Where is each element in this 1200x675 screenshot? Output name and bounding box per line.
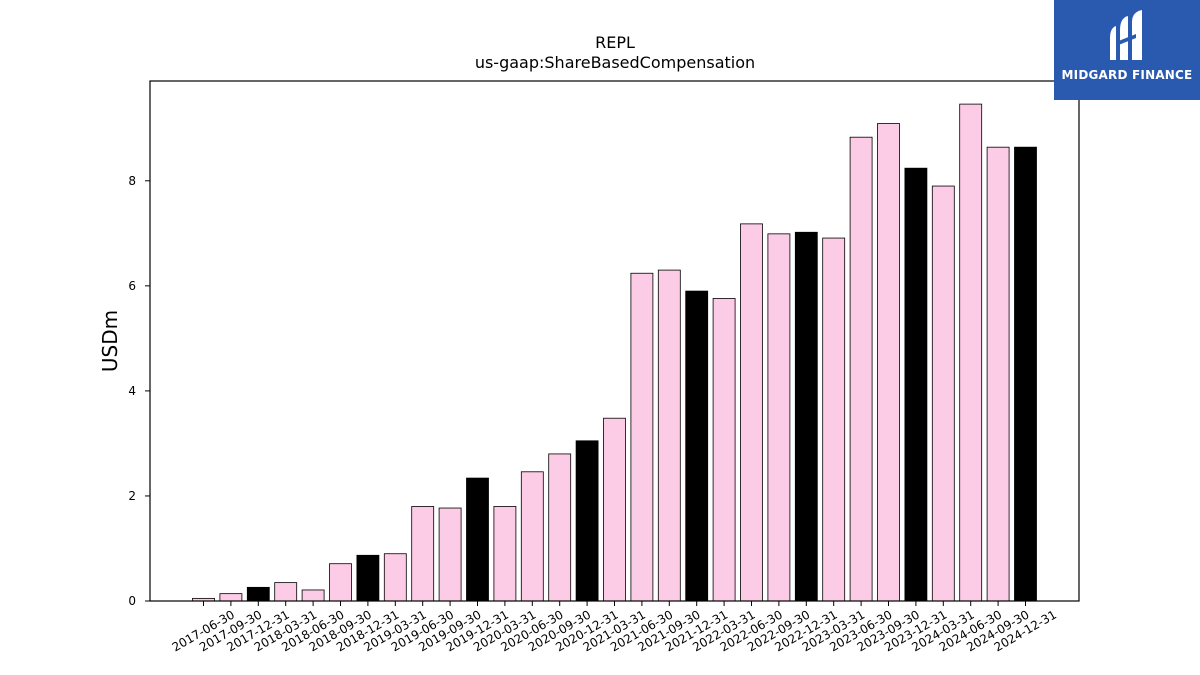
bar-2023-03-31 bbox=[822, 237, 846, 602]
bar-2021-06-30 bbox=[630, 272, 654, 602]
y-tick-label: 6 bbox=[128, 279, 136, 293]
bar-2023-12-31 bbox=[904, 167, 928, 602]
bar-2022-03-31 bbox=[712, 298, 736, 602]
bar-2018-09-30 bbox=[329, 563, 352, 602]
y-tick-label: 4 bbox=[128, 384, 136, 398]
bar-2020-06-30 bbox=[520, 471, 544, 602]
bar-2019-12-31 bbox=[466, 477, 489, 602]
y-tick-label: 2 bbox=[128, 489, 136, 503]
bar-2018-12-31 bbox=[356, 554, 380, 602]
bar-2024-06-30 bbox=[959, 103, 983, 602]
x-axis-ticks: 2017-06-302017-09-302017-12-312018-03-31… bbox=[170, 601, 1059, 654]
logo-text: MIDGARD FINANCE bbox=[1061, 68, 1193, 82]
bar-2022-06-30 bbox=[740, 223, 763, 602]
bar-2019-09-30 bbox=[438, 507, 462, 602]
y-axis-label: USDm bbox=[98, 310, 122, 372]
bar-2019-03-31 bbox=[383, 553, 407, 602]
bar-2018-03-31 bbox=[274, 582, 298, 602]
bar-2020-03-31 bbox=[493, 506, 517, 602]
chart-title: REPL bbox=[595, 33, 635, 52]
bar-2020-09-30 bbox=[548, 453, 572, 602]
bar-2022-12-31 bbox=[794, 231, 818, 602]
bar-2021-09-30 bbox=[657, 269, 681, 602]
y-axis-ticks: 0 2 4 6 8 bbox=[128, 174, 150, 608]
midgard-finance-logo: MIDGARD FINANCE bbox=[1054, 0, 1200, 100]
bar-2023-06-30 bbox=[849, 136, 873, 602]
bar-2022-09-30 bbox=[767, 233, 791, 602]
chart-subtitle: us-gaap:ShareBasedCompensation bbox=[475, 53, 755, 72]
midgard-logo-icon bbox=[1110, 10, 1142, 60]
bar-2019-06-30 bbox=[411, 506, 435, 602]
bar-2020-12-31 bbox=[575, 440, 599, 602]
bar-2017-12-31 bbox=[246, 586, 270, 602]
bar-2024-09-30 bbox=[986, 146, 1010, 602]
bar-2023-09-30 bbox=[877, 123, 900, 602]
bar-2017-09-30 bbox=[219, 593, 243, 602]
bar-2024-12-31 bbox=[1014, 146, 1037, 602]
bar-2021-12-31 bbox=[685, 290, 709, 602]
y-tick-label: 8 bbox=[128, 174, 136, 188]
bar-2018-06-30 bbox=[301, 589, 325, 602]
bar-2024-03-31 bbox=[931, 185, 955, 602]
y-tick-label: 0 bbox=[128, 594, 136, 608]
bars-group bbox=[192, 103, 1037, 602]
plot-frame bbox=[149, 80, 1080, 602]
bar-2021-03-31 bbox=[603, 417, 626, 602]
